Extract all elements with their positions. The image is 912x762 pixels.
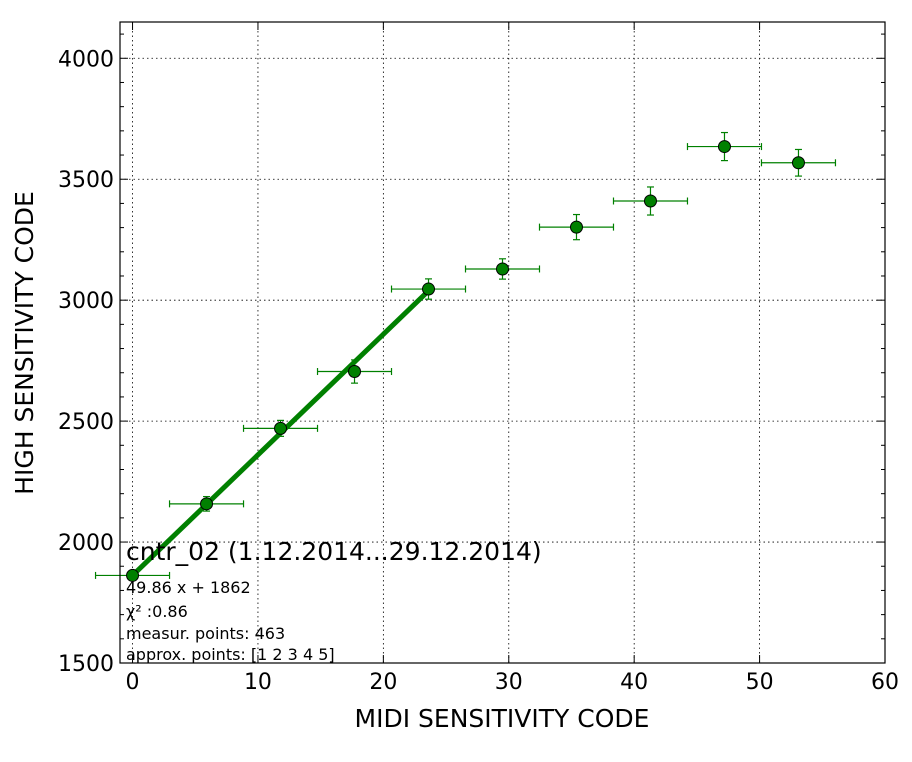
- x-tick-label: 50: [746, 670, 774, 695]
- y-tick-label: 3000: [58, 289, 114, 314]
- data-point: [791, 156, 805, 170]
- x-tick-labels: 0 10 20 30 40 50 60: [126, 670, 899, 695]
- x-tick-label: 0: [126, 670, 140, 695]
- y-axis-label: HIGH SENSITIVITY CODE: [10, 191, 39, 495]
- data-point: [200, 497, 214, 511]
- y-tick-label: 3500: [58, 168, 114, 193]
- x-tick-label: 20: [369, 670, 397, 695]
- x-tick-label: 30: [495, 670, 523, 695]
- y-tick-label: 1500: [58, 652, 114, 677]
- data-point: [643, 194, 657, 208]
- x-tick-label: 60: [871, 670, 899, 695]
- annotation-title: cntr_02 (1.12.2014...29.12.2014): [126, 537, 542, 566]
- minor-ticks: [120, 33, 885, 640]
- data-points: [126, 140, 805, 582]
- data-point: [274, 421, 288, 435]
- annotation-approx-points: approx. points: [1 2 3 4 5]: [126, 645, 335, 664]
- y-tick-label: 2000: [58, 531, 114, 556]
- plot-frame: [119, 21, 886, 664]
- data-point: [422, 282, 436, 296]
- grid: [120, 22, 885, 663]
- data-point: [717, 140, 731, 154]
- data-point: [126, 568, 140, 582]
- data-point: [496, 262, 509, 276]
- errorbars: [94, 131, 837, 581]
- x-tick-label: 10: [244, 670, 272, 695]
- y-tick-labels: 1500 2000 2500 3000 3500 4000: [58, 47, 114, 677]
- annotation-fit-equation: 49.86 x + 1862: [126, 578, 251, 597]
- data-point: [569, 220, 583, 234]
- y-tick-label: 2500: [58, 410, 114, 435]
- x-tick-label: 40: [620, 670, 648, 695]
- y-tick-label: 4000: [58, 47, 114, 72]
- annotation-chi-square: χ² :0.86: [126, 602, 188, 621]
- data-point: [348, 365, 362, 379]
- annotation-measur-points: measur. points: 463: [126, 624, 285, 643]
- x-axis-label: MIDI SENSITIVITY CODE: [355, 704, 650, 733]
